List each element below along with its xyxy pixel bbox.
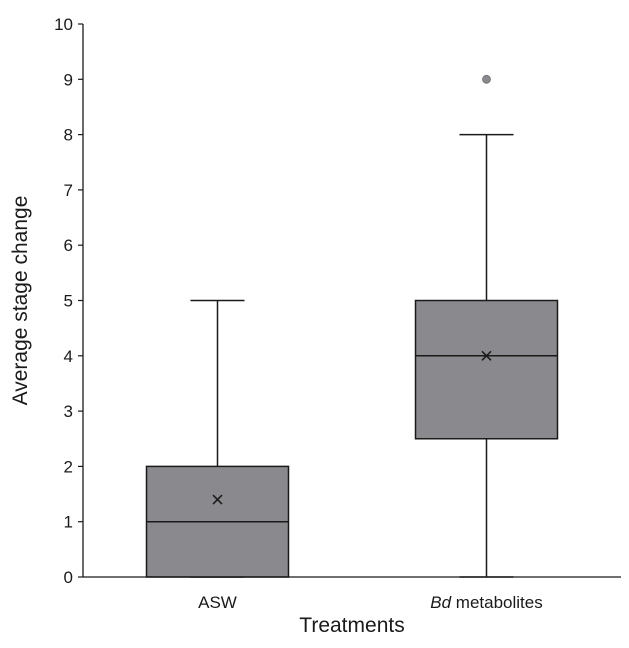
x-tick-label: Bd metabolites — [430, 593, 542, 612]
x-tick-label-part: ASW — [198, 593, 237, 612]
box-series — [145, 74, 559, 578]
x-tick-label-part: metabolites — [451, 593, 543, 612]
y-tick-label: 0 — [64, 568, 73, 587]
y-tick-label: 7 — [64, 181, 73, 200]
x-tick-label-part: Bd — [430, 593, 451, 612]
x-tick-label: ASW — [198, 593, 237, 612]
y-tick-label: 8 — [64, 126, 73, 145]
y-tick-label: 5 — [64, 292, 73, 311]
mean-marker — [212, 494, 223, 505]
outlier-point — [482, 74, 491, 84]
mean-marker — [481, 350, 492, 361]
box-iqr — [414, 299, 559, 440]
x-axis-tick-labels: ASW Bd metabolites — [198, 593, 543, 612]
x-axis-title: Treatments — [299, 614, 404, 637]
y-tick-label: 10 — [54, 15, 73, 34]
y-axis-ticks: 0 1 2 3 4 5 6 7 8 9 10 — [54, 15, 83, 587]
y-tick-label: 6 — [64, 236, 73, 255]
box-group — [145, 299, 290, 578]
y-tick-label: 4 — [64, 347, 73, 366]
y-tick-label: 9 — [64, 70, 73, 89]
y-tick-label: 1 — [64, 513, 73, 532]
y-axis-title: Average stage change — [9, 196, 32, 406]
box-group — [414, 74, 559, 578]
y-tick-label: 3 — [64, 402, 73, 421]
y-tick-label: 2 — [64, 457, 73, 476]
